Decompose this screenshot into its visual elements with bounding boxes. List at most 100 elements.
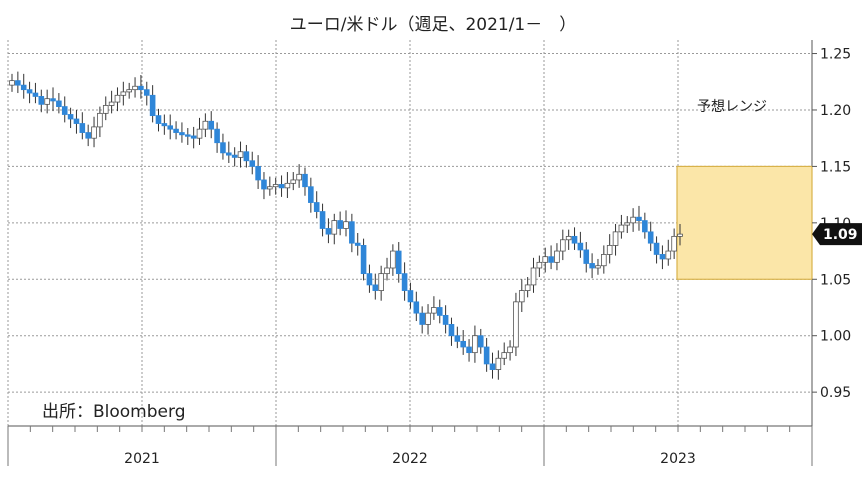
candle-body [50,98,56,102]
candle-body [677,233,683,237]
candle-body [161,123,168,127]
candle-body [155,115,162,124]
candle-body [296,173,302,181]
candle-body [390,250,396,269]
candle-body [97,112,103,128]
candle-body [548,256,554,263]
chart-title: ユーロ/米ドル（週足、2021/1－ ） [290,15,577,35]
candle-body [665,250,672,260]
candle-body [202,120,209,130]
candle-body [44,98,50,105]
candle-body [372,284,379,291]
candle-body [214,128,220,144]
candle-body [507,346,513,354]
candle-body [513,301,519,348]
candle-body [419,312,425,325]
candles [9,71,683,380]
source-note: 出所：Bloomberg [42,402,185,422]
candle-body [226,152,232,156]
forecast-range-area [676,165,813,280]
candle-body [85,132,91,139]
candle-body [425,312,431,325]
candle-body [319,211,326,229]
candle-body [331,220,338,235]
y-tick-label: 1.15 [820,159,851,175]
candle-body [114,94,121,103]
candle-body [442,314,449,325]
candle-body [120,91,127,96]
candle-body [659,254,666,260]
y-axis: 0.951.001.051.101.151.201.25 [812,47,851,401]
candle-body [108,101,115,106]
candle-body [325,228,332,235]
candle-body [354,242,361,246]
candle-body [366,273,373,286]
candle-body [20,84,27,91]
candle-body [138,85,144,91]
candle-body [15,80,21,86]
candle-body [231,154,238,158]
candle-body [278,184,285,189]
candle-body [489,363,496,370]
candle-body [378,273,384,291]
current-value-badge-shape [812,223,862,246]
candle-body [132,85,138,91]
candle-body [472,335,478,354]
candle-body [313,202,320,212]
y-tick-label: 1.00 [820,329,851,345]
candle-body [518,290,525,303]
x-axis: 2021 2022 2023 [7,425,813,467]
forecast-range-label: 予想レンジ [697,99,767,115]
candle-body [612,231,619,246]
candle-body [126,89,132,93]
candle-body [606,245,613,255]
candle-body [601,254,607,267]
candle-body [577,242,584,251]
candle-body [524,284,531,291]
candle-body [237,151,244,158]
candle-body [255,166,261,181]
candle-body [220,142,226,154]
candle-body [360,245,367,275]
y-tick-label: 0.95 [820,385,851,401]
current-value-badge: 1.09 [812,223,862,246]
candle-body [243,151,250,162]
candle-body [91,126,97,139]
candle-body [647,231,654,244]
candle-body [431,307,437,314]
candle-body [184,134,191,137]
candle-body [149,94,156,117]
candle-body [143,89,150,96]
candle-body [261,179,267,190]
candle-body [542,256,549,263]
candle-body [56,100,62,107]
candle-body [190,135,197,139]
candle-body [589,263,595,269]
candle-body [79,123,86,133]
candle-body [483,346,490,365]
candle-body [642,220,648,233]
candle-body [554,250,560,263]
candle-body [272,184,279,188]
candle-body [466,346,472,354]
candle-body [636,216,642,221]
candle-body [26,89,33,94]
y-tick-label: 1.25 [820,47,851,63]
candle-body [9,80,15,86]
candle-body [32,92,39,97]
candle-body [267,186,273,190]
candle-body [536,261,543,269]
candle-body [284,182,291,189]
candle-body [565,235,572,241]
y-tick-label: 1.05 [820,272,851,288]
candle-body [67,114,74,120]
candle-body [448,324,455,337]
candle-body [249,160,256,167]
candle-body [302,173,308,188]
candle-body [196,128,203,139]
candle-body [167,125,174,130]
candle-body [624,222,631,226]
candle-body [671,235,677,252]
candle-body [308,186,314,203]
